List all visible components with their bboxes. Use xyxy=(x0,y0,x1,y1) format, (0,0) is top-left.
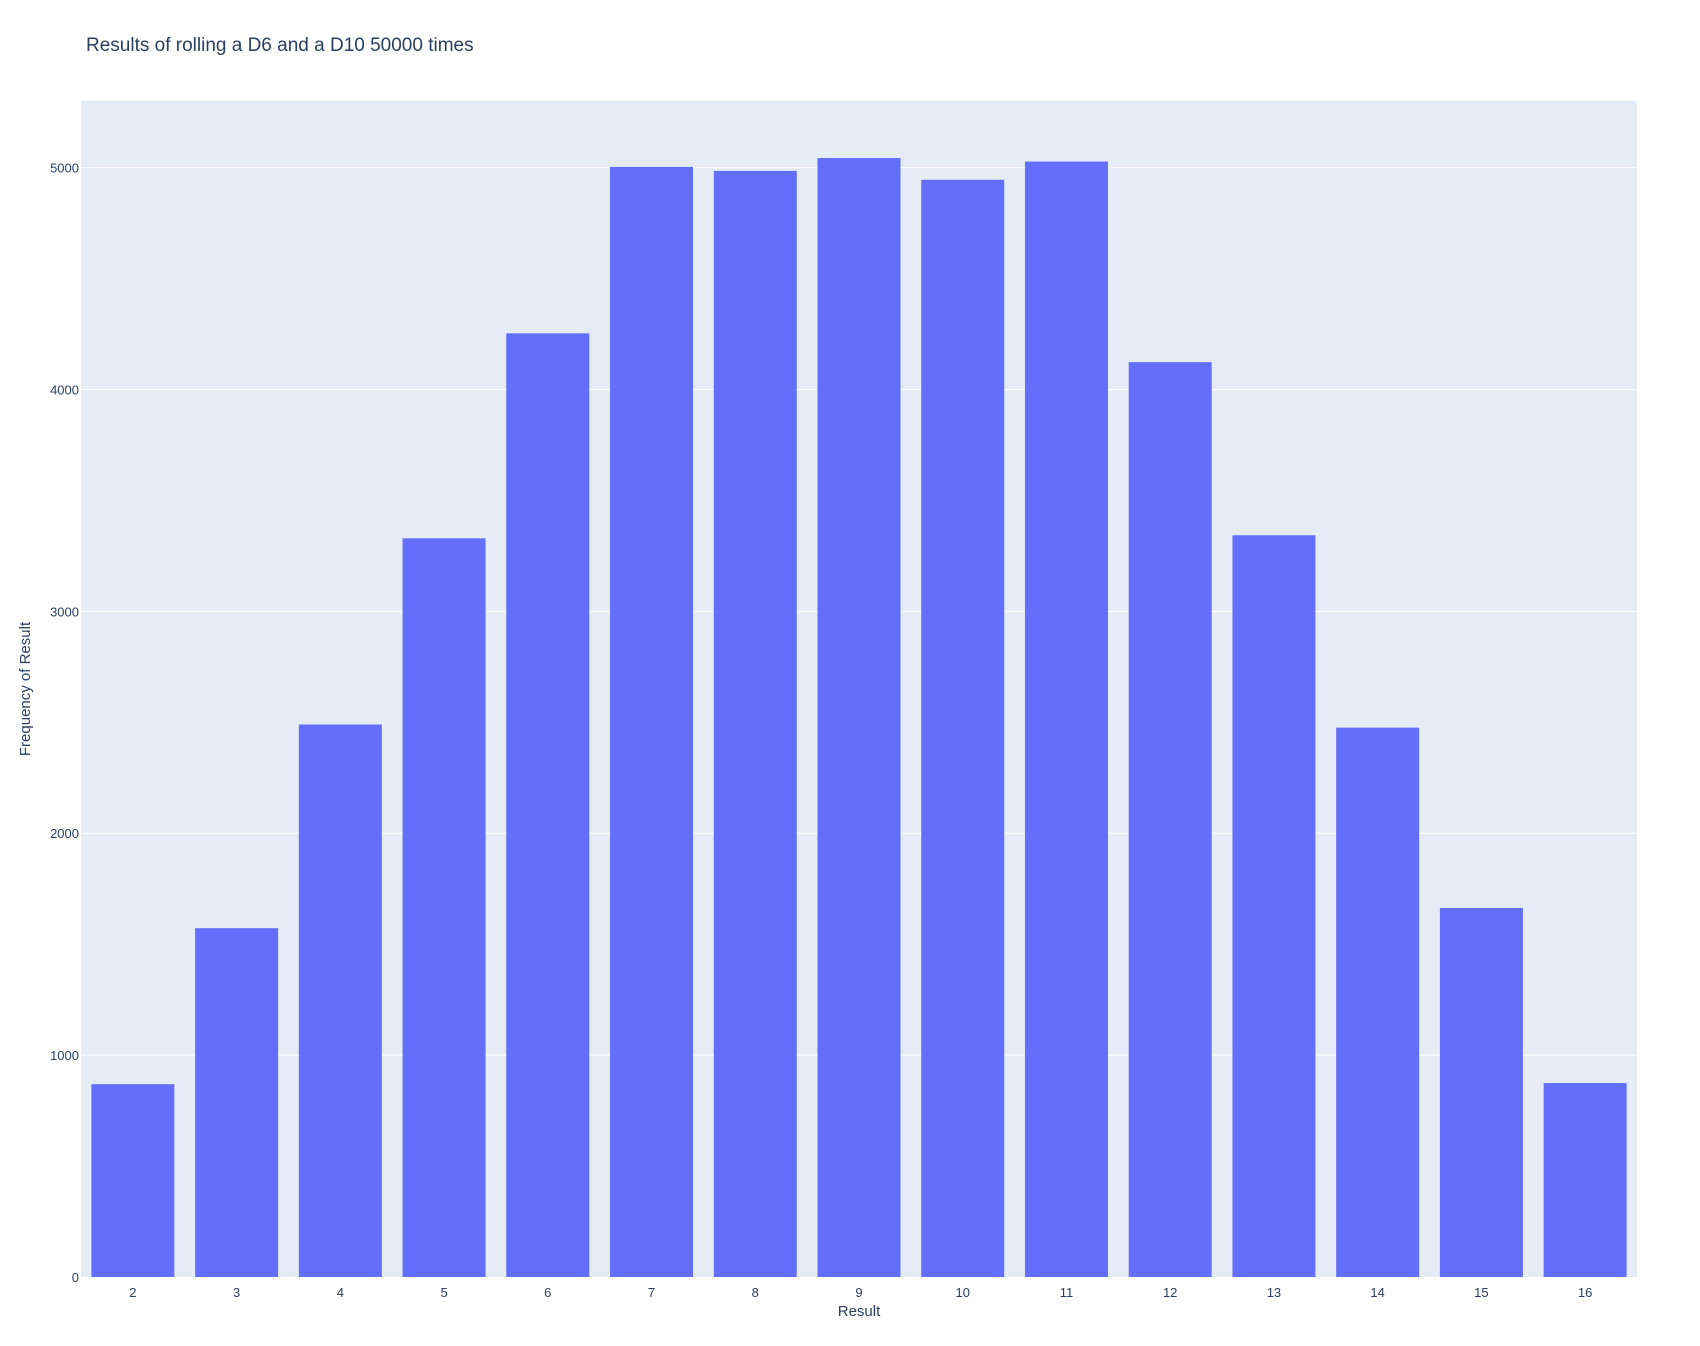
bar-11 xyxy=(1024,161,1108,1278)
y-tick-label: 1000 xyxy=(50,1048,79,1063)
bar-3 xyxy=(195,928,279,1277)
bar-5 xyxy=(402,538,486,1277)
bar-16 xyxy=(1543,1083,1627,1277)
x-tick-label: 3 xyxy=(233,1285,240,1300)
bar-12 xyxy=(1128,362,1212,1277)
bar-13 xyxy=(1232,535,1316,1277)
bar-6 xyxy=(506,333,590,1278)
x-tick-label: 16 xyxy=(1578,1285,1592,1300)
y-tick-label: 3000 xyxy=(50,604,79,619)
x-tick-label: 10 xyxy=(955,1285,969,1300)
bar-7 xyxy=(610,166,694,1277)
x-tick-label: 8 xyxy=(752,1285,759,1300)
y-tick-label: 5000 xyxy=(50,161,79,176)
y-axis-title: Frequency of Result xyxy=(17,621,34,756)
x-tick-label: 5 xyxy=(440,1285,447,1300)
y-tick-label: 4000 xyxy=(50,382,79,397)
chart-title: Results of rolling a D6 and a D10 50000 … xyxy=(86,35,474,56)
x-tick-label: 7 xyxy=(648,1285,655,1300)
x-axis-title: Result xyxy=(838,1303,881,1320)
x-tick-label: 13 xyxy=(1267,1285,1281,1300)
y-axis-ticks: 0 1000 2000 3000 4000 5000 xyxy=(50,161,79,1285)
x-tick-label: 11 xyxy=(1060,1285,1074,1300)
bar-8 xyxy=(713,170,797,1278)
y-tick-label: 0 xyxy=(72,1270,79,1285)
bar-4 xyxy=(298,724,382,1277)
x-tick-label: 2 xyxy=(129,1285,136,1300)
x-tick-label: 6 xyxy=(544,1285,551,1300)
bars xyxy=(91,158,1627,1278)
bar-10 xyxy=(921,179,1005,1278)
bar-9 xyxy=(817,158,901,1277)
x-tick-label: 15 xyxy=(1474,1285,1488,1300)
bar-2 xyxy=(91,1084,175,1277)
bar-14 xyxy=(1336,727,1420,1277)
y-tick-label: 2000 xyxy=(50,826,79,841)
x-tick-label: 4 xyxy=(337,1285,344,1300)
x-tick-label: 9 xyxy=(855,1285,862,1300)
x-axis-ticks: 2 3 4 5 6 7 8 9 10 11 12 13 14 15 16 xyxy=(129,1285,1592,1300)
bar-15 xyxy=(1439,908,1523,1277)
x-tick-label: 12 xyxy=(1163,1285,1177,1300)
x-tick-label: 14 xyxy=(1370,1285,1384,1300)
